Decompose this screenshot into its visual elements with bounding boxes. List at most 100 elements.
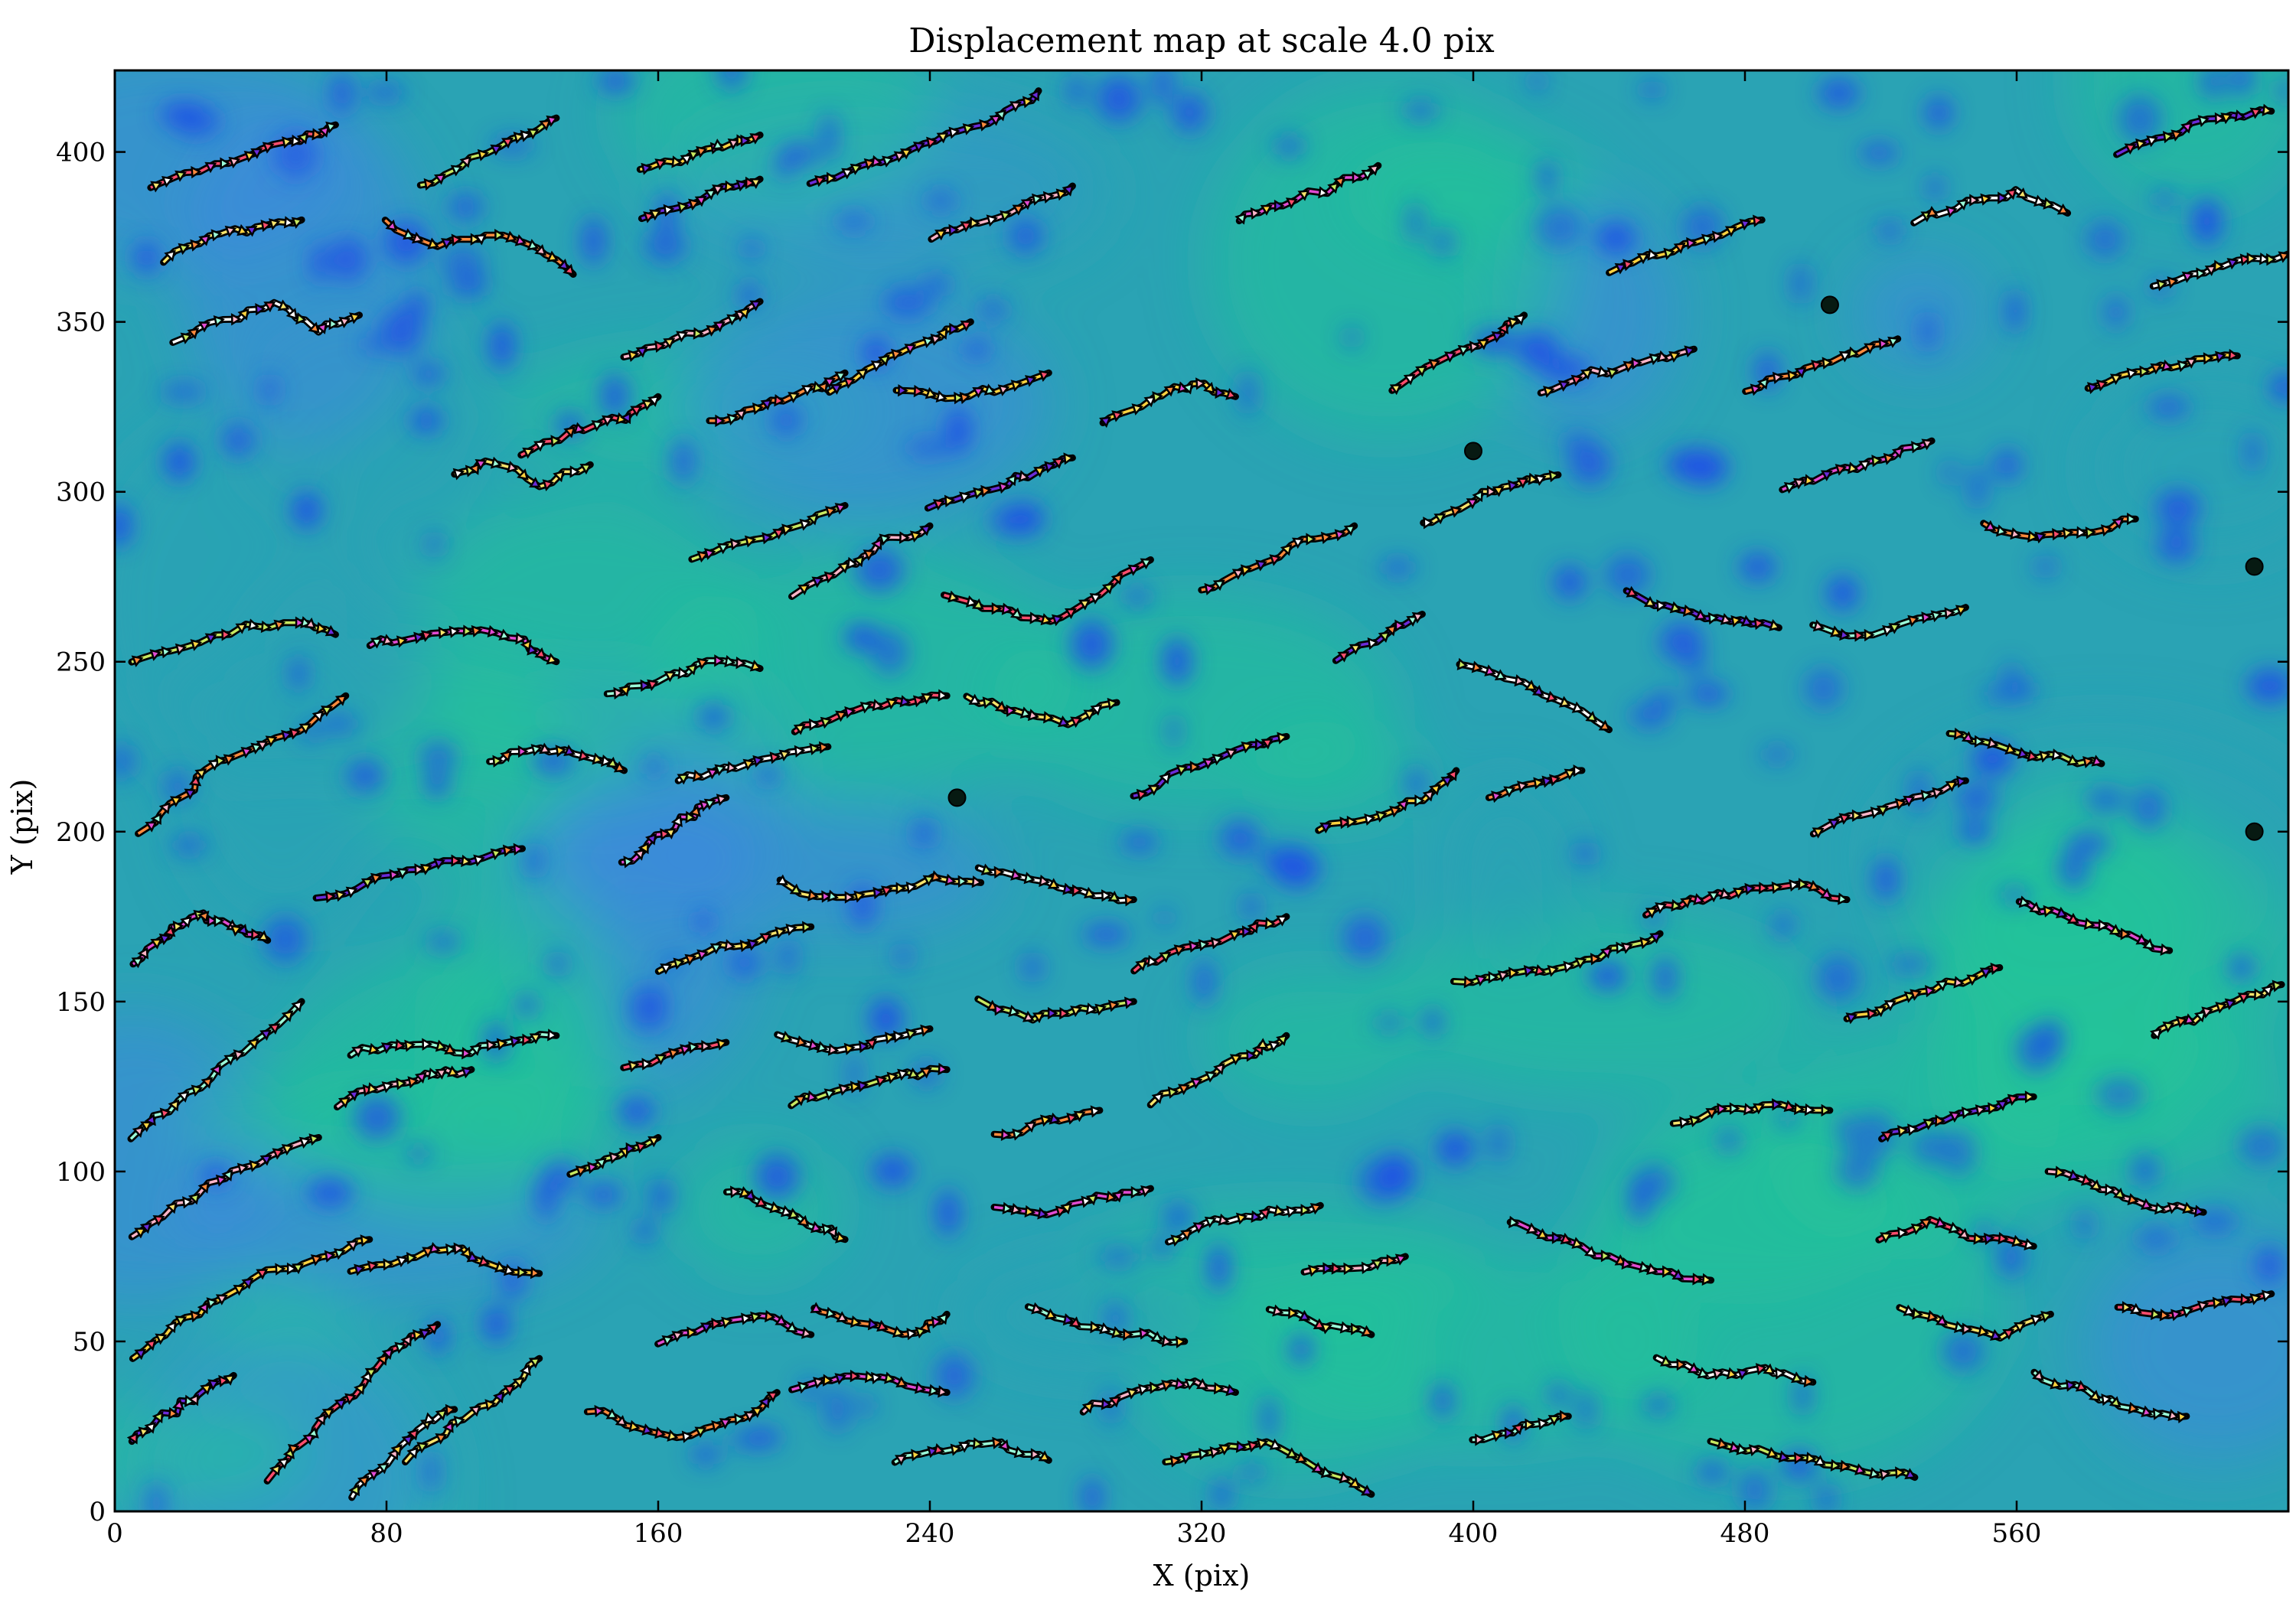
heatmap-spot — [2095, 1077, 2144, 1112]
track-arrowhead — [730, 538, 742, 551]
track-arrowhead — [1062, 184, 1075, 197]
track-arrowhead — [1598, 719, 1611, 731]
track-arrowhead — [168, 1099, 180, 1112]
track-arrowhead — [223, 754, 236, 766]
track-arrowhead — [1808, 879, 1821, 892]
track-arrowhead — [159, 1107, 171, 1120]
track-arrowhead — [291, 134, 302, 148]
track-arrowhead — [743, 1411, 756, 1423]
track-arrowhead — [256, 1269, 269, 1280]
heatmap-spot — [1238, 370, 1258, 416]
track-arrowhead — [891, 348, 903, 361]
displacement-track — [974, 996, 1137, 1024]
heatmap-spot — [935, 1191, 960, 1238]
track-arrowhead — [1663, 247, 1675, 260]
track-arrowhead — [2237, 993, 2250, 1004]
track-arrowhead — [490, 456, 503, 469]
displacement-track — [451, 456, 594, 491]
track-arrowhead — [236, 1162, 249, 1175]
track-arrowhead — [1375, 810, 1388, 823]
track-arrowhead — [473, 854, 485, 867]
heatmap-spot — [1008, 217, 1043, 255]
displacement-track — [1130, 732, 1290, 801]
track-arrowhead — [1433, 513, 1446, 525]
heatmap-region — [957, 1257, 1228, 1374]
track-arrowhead — [165, 1201, 178, 1214]
displacement-track — [1742, 335, 1902, 396]
track-arrowhead — [2234, 109, 2246, 122]
track-arrowhead — [687, 149, 700, 161]
track-arrowhead — [1010, 380, 1023, 392]
track-arrowhead — [905, 882, 918, 895]
track-arrowhead — [1285, 1447, 1298, 1459]
track-arrowhead — [324, 1250, 336, 1263]
track-arrowhead — [1361, 1485, 1374, 1496]
track-arrowhead — [1497, 970, 1510, 983]
track-arrowhead — [2027, 530, 2039, 543]
track-arrowhead — [1932, 787, 1944, 800]
track-arrowhead — [816, 1041, 829, 1054]
heatmap-spot — [742, 237, 762, 259]
track-arrowhead — [595, 1157, 607, 1169]
track-arrowhead — [131, 655, 144, 667]
track-arrowhead — [664, 828, 677, 839]
displacement-track — [2015, 895, 2174, 956]
track-arrowhead — [2214, 112, 2226, 125]
heatmap-spot — [489, 322, 515, 370]
heatmap-spot — [448, 194, 484, 220]
track-arrowhead — [1573, 764, 1584, 777]
heatmap-region — [179, 101, 429, 448]
track-arrowhead — [1274, 1204, 1286, 1217]
track-arrowhead — [799, 518, 812, 531]
track-arrowhead — [1571, 701, 1584, 713]
track-arrowhead — [2201, 1006, 2213, 1019]
track-arrowhead — [587, 1161, 599, 1175]
heatmap-spot — [894, 942, 913, 970]
track-arrowhead — [1772, 1098, 1783, 1111]
track-arrowhead — [1671, 1269, 1684, 1280]
track-arrowhead — [150, 181, 163, 193]
track-arrowhead — [360, 878, 373, 889]
track-arrowhead — [1213, 1063, 1225, 1075]
heatmap-spot — [634, 1217, 655, 1245]
track-arrowhead — [663, 204, 675, 217]
track-arrowhead — [2007, 1094, 2020, 1107]
track-arrowhead — [1108, 1396, 1121, 1408]
track-arrowhead — [671, 1331, 684, 1343]
displacement-track — [135, 692, 350, 837]
track-arrowhead — [1195, 1378, 1208, 1390]
track-arrowhead — [712, 184, 724, 196]
heatmap-spot — [1081, 1477, 1103, 1511]
track-arrowhead — [2027, 749, 2039, 762]
track-arrowhead — [228, 156, 241, 169]
heatmap-spot — [448, 275, 475, 298]
track-arrowhead — [1135, 960, 1147, 972]
heatmap-spot — [2233, 70, 2252, 96]
track-arrowhead — [1596, 365, 1609, 378]
track-arrowhead — [182, 1196, 194, 1209]
track-arrowhead — [936, 132, 949, 144]
track-arrowhead — [1140, 558, 1153, 570]
track-arrowhead — [1081, 1195, 1093, 1208]
track-arrowhead — [289, 727, 302, 740]
track-arrowhead — [404, 1039, 416, 1052]
track-arrowhead — [385, 219, 398, 232]
track-arrowhead — [765, 1309, 776, 1323]
track-arrowhead — [1984, 520, 1997, 531]
displacement-track — [2113, 103, 2275, 158]
track-arrowhead — [667, 1048, 680, 1060]
track-arrowhead — [190, 239, 202, 252]
track-arrowhead — [1032, 193, 1044, 206]
track-arrowhead — [1838, 892, 1849, 905]
track-arrowhead — [1261, 738, 1274, 750]
heatmap-region — [673, 1140, 843, 1279]
track-arrowhead — [703, 798, 716, 810]
track-arrowhead — [993, 865, 1005, 879]
track-arrowhead — [1903, 795, 1916, 807]
track-arrowhead — [899, 695, 912, 708]
heatmap-spot — [1941, 1129, 1976, 1176]
track-arrowhead — [291, 1000, 303, 1012]
track-arrowhead — [1869, 1467, 1881, 1480]
track-arrowhead — [478, 1255, 491, 1267]
